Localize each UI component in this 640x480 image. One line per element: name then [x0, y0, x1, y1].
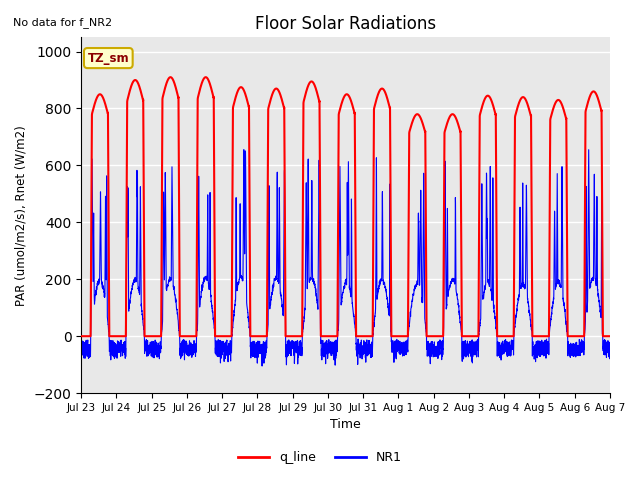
NR1	[435, 349, 443, 355]
q_line	[606, 333, 614, 339]
NR1	[464, 352, 472, 358]
q_line	[326, 333, 333, 339]
X-axis label: Time: Time	[330, 419, 361, 432]
NR1	[240, 147, 248, 153]
Text: No data for f_NR2: No data for f_NR2	[13, 17, 112, 28]
NR1	[172, 300, 180, 305]
q_line	[494, 333, 502, 339]
NR1	[606, 354, 614, 360]
Text: TZ_sm: TZ_sm	[88, 51, 129, 65]
Line: q_line: q_line	[81, 77, 610, 336]
NR1	[605, 339, 613, 345]
q_line	[172, 87, 180, 93]
NR1	[259, 363, 266, 369]
Title: Floor Solar Radiations: Floor Solar Radiations	[255, 15, 436, 33]
q_line	[77, 333, 85, 339]
q_line	[435, 333, 442, 339]
Y-axis label: PAR (umol/m2/s), Rnet (W/m2): PAR (umol/m2/s), Rnet (W/m2)	[15, 125, 28, 306]
q_line	[605, 333, 613, 339]
NR1	[326, 350, 333, 356]
Line: NR1: NR1	[81, 150, 610, 366]
NR1	[494, 347, 502, 352]
Legend: q_line, NR1: q_line, NR1	[233, 446, 407, 469]
NR1	[77, 340, 85, 346]
q_line	[464, 333, 472, 339]
q_line	[166, 74, 174, 80]
